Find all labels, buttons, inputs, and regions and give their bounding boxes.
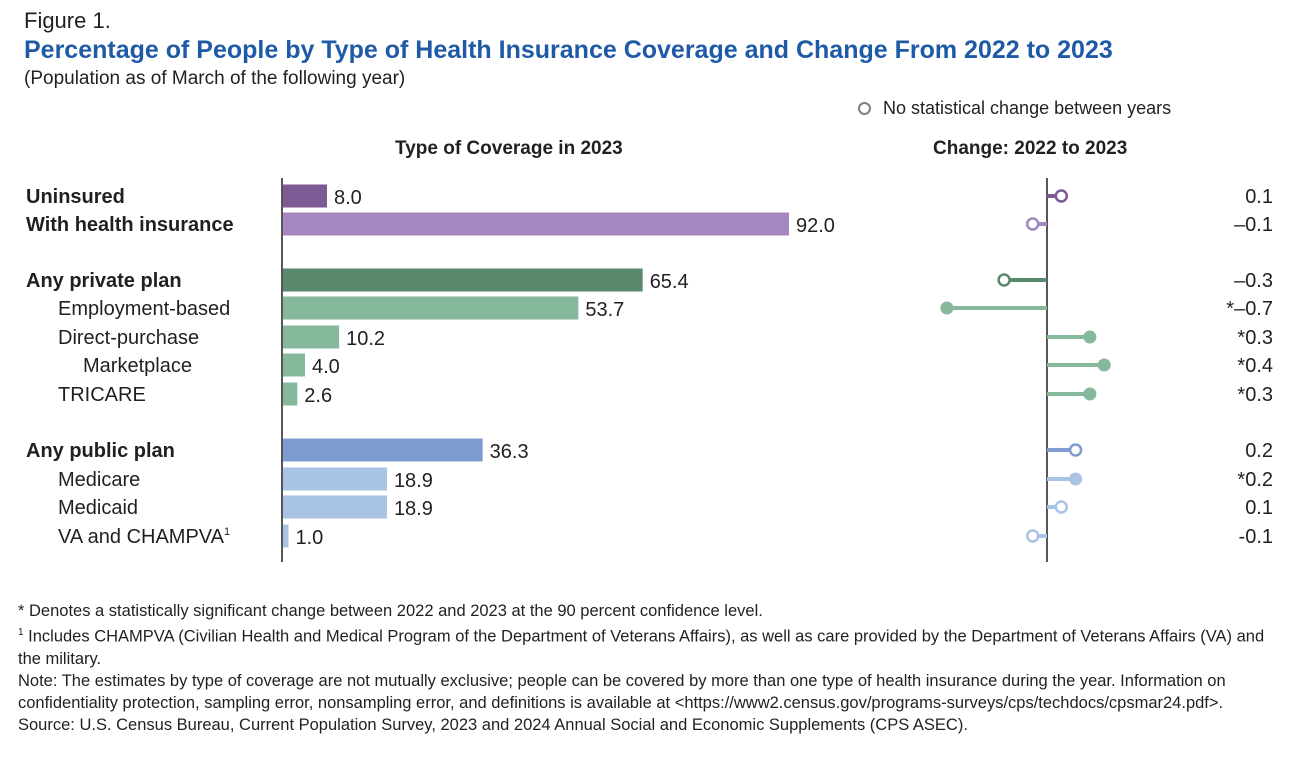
coverage-bar	[283, 467, 387, 491]
significant-change-marker	[1069, 472, 1083, 486]
footnote-1: 1 Includes CHAMPVA (Civilian Health and …	[18, 622, 1288, 670]
category-label: Employment-based	[58, 298, 230, 320]
bar-value-label: 4.0	[312, 356, 340, 378]
category-label: With health insurance	[26, 214, 234, 236]
category-label: Any public plan	[26, 440, 175, 462]
legend: No statistical change between years	[858, 98, 1171, 119]
category-label: VA and CHAMPVA1	[58, 526, 230, 548]
significant-change-marker	[940, 301, 954, 315]
bar-value-label: 53.7	[585, 299, 624, 321]
chart-title: Percentage of People by Type of Health I…	[24, 36, 1113, 64]
category-label: Any private plan	[26, 270, 182, 292]
bar-value-label: 65.4	[650, 271, 689, 293]
category-label: Medicare	[58, 469, 140, 491]
change-value-label: *0.3	[1237, 327, 1273, 349]
coverage-bar	[283, 268, 643, 292]
coverage-bar	[283, 325, 340, 349]
bar-value-label: 10.2	[346, 328, 385, 350]
coverage-bar	[283, 495, 387, 519]
category-label: Direct-purchase	[58, 327, 199, 349]
category-label: Medicaid	[58, 497, 138, 519]
coverage-bar	[283, 353, 305, 377]
coverage-bar	[283, 184, 327, 208]
change-value-label: 0.1	[1245, 186, 1273, 208]
significant-change-marker	[1097, 358, 1111, 372]
footnote-significance: * Denotes a statistically significant ch…	[18, 602, 763, 620]
footnote-source: Source: U.S. Census Bureau, Current Popu…	[18, 715, 968, 734]
legend-label: No statistical change between years	[883, 98, 1172, 118]
change-panel-title: Change: 2022 to 2023	[933, 138, 1128, 159]
hollow-circle-marker-icon	[858, 102, 871, 115]
change-value-label: 0.2	[1245, 440, 1273, 462]
bar-value-label: 18.9	[394, 470, 433, 492]
coverage-bar	[283, 438, 483, 462]
coverage-panel-title: Type of Coverage in 2023	[395, 138, 623, 159]
change-value-label: –0.3	[1234, 270, 1273, 292]
significant-change-marker	[1083, 387, 1097, 401]
bar-value-label: 8.0	[334, 187, 362, 209]
change-value-label: –0.1	[1234, 214, 1273, 236]
category-superscript: 1	[224, 526, 230, 538]
no-change-marker	[1025, 217, 1040, 231]
bar-value-label: 18.9	[394, 498, 433, 520]
change-value-label: *0.4	[1237, 355, 1273, 377]
coverage-bar	[283, 382, 298, 406]
chart-area: Uninsured 8.0 0.1 With health insurance 92.0…	[26, 178, 1273, 562]
change-value-label: *0.3	[1237, 384, 1273, 406]
change-value-label: *–0.7	[1226, 298, 1273, 320]
change-value-label: -0.1	[1239, 526, 1273, 548]
bar-value-label: 92.0	[796, 215, 835, 237]
footnote-1-marker: 1	[18, 627, 24, 638]
footnote-note: Note: The estimates by type of coverage …	[18, 671, 1226, 712]
footnotes: * Denotes a statistically significant ch…	[18, 600, 1288, 736]
bar-value-label: 36.3	[490, 441, 529, 463]
no-change-marker	[1068, 443, 1083, 457]
bar-value-label: 2.6	[304, 385, 332, 407]
category-label: Marketplace	[83, 355, 192, 377]
change-value-label: 0.1	[1245, 497, 1273, 519]
figure-label: Figure 1.	[24, 8, 111, 33]
coverage-bar	[283, 212, 789, 236]
no-change-marker	[1054, 189, 1069, 203]
category-label: TRICARE	[58, 384, 146, 406]
chart-subtitle: (Population as of March of the following…	[24, 68, 406, 89]
no-change-marker	[1054, 500, 1069, 514]
bar-value-label: 1.0	[296, 527, 324, 549]
coverage-bar	[283, 296, 579, 320]
coverage-bar	[283, 524, 289, 548]
significant-change-marker	[1083, 330, 1097, 344]
no-change-marker	[997, 273, 1011, 287]
no-change-marker	[1025, 529, 1040, 543]
footnote-1-text: Includes CHAMPVA (Civilian Health and Me…	[18, 627, 1265, 668]
change-value-label: *0.2	[1237, 469, 1273, 491]
category-label: Uninsured	[26, 186, 125, 208]
